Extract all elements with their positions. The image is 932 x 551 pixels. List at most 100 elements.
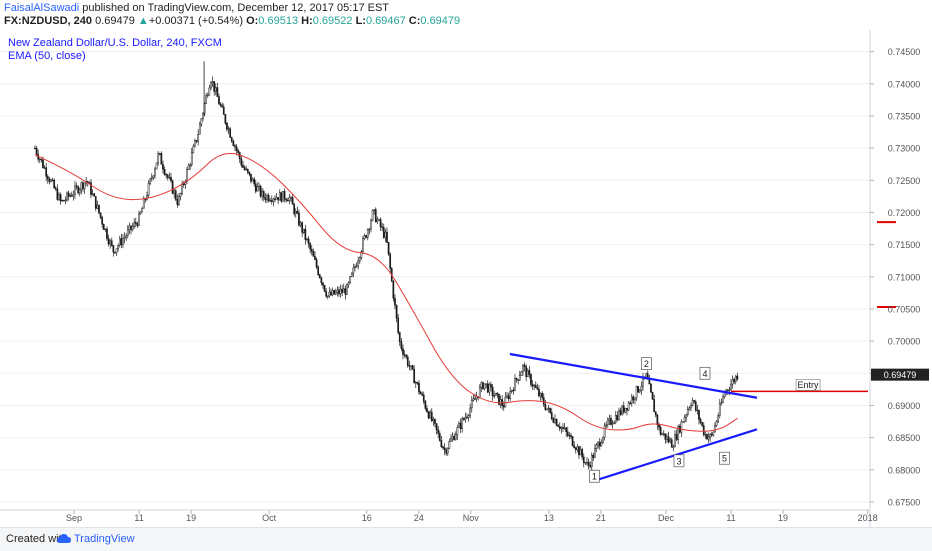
last-price-tag: [871, 368, 929, 381]
candle-body: [507, 395, 510, 399]
candle-body: [611, 423, 614, 425]
candle-body: [661, 433, 664, 436]
candle-body: [331, 290, 334, 296]
candle-body: [96, 204, 99, 209]
candle-body: [173, 190, 176, 194]
candle-body: [720, 402, 723, 405]
candle-body: [82, 182, 84, 190]
candle-body: [149, 178, 152, 184]
y-tick-label: 0.70500: [888, 304, 921, 314]
candle-body: [269, 200, 272, 202]
candle-body: [248, 171, 251, 175]
candle-body: [650, 383, 652, 393]
candle-body: [192, 145, 195, 154]
candle-body: [382, 227, 385, 238]
candle-body: [222, 106, 225, 115]
author-link[interactable]: FaisalAlSawadi: [4, 2, 80, 14]
candle-body: [306, 238, 308, 241]
candle-body: [48, 178, 51, 182]
candle-body: [56, 188, 59, 200]
x-tick-label: 11: [134, 513, 143, 523]
wave-label-box: [641, 357, 652, 371]
candle-body: [38, 158, 41, 161]
candle-body: [176, 199, 179, 205]
candle-body: [374, 209, 377, 223]
candle-body: [467, 415, 470, 418]
candle-body: [355, 265, 358, 268]
time-axis[interactable]: Sep 11 19 Oct 16 24 Nov 13 21 Dec 11 19 2018: [66, 510, 878, 523]
candle-body: [504, 396, 507, 408]
x-tick-label: Sep: [66, 513, 82, 523]
candle-body: [163, 169, 166, 175]
price-axis[interactable]: 0.74500 0.74000 0.73500 0.73000 0.72500 0.720…: [870, 47, 929, 507]
candle-body: [338, 289, 340, 295]
candle-body: [202, 113, 204, 120]
candle-body: [168, 177, 171, 179]
candle-body: [459, 422, 462, 429]
candle-body: [670, 439, 673, 448]
candle-body: [397, 317, 400, 333]
candle-body: [627, 402, 630, 411]
candle-body: [58, 194, 60, 200]
candle-body: [502, 405, 505, 408]
candle-body: [632, 396, 635, 401]
candle-body: [530, 374, 532, 385]
candle-body: [586, 461, 588, 464]
candle-body: [256, 186, 259, 192]
candle-body: [496, 392, 499, 395]
candle-body: [109, 240, 112, 245]
candle-body: [723, 392, 726, 398]
candle-body: [245, 168, 248, 171]
candle-body: [34, 147, 36, 150]
tradingview-brand-link[interactable]: TradingView: [74, 533, 135, 545]
candle-body: [736, 375, 739, 380]
candle-body: [568, 434, 571, 437]
candle-body: [336, 289, 339, 293]
candle-body: [555, 418, 558, 426]
candle-body: [381, 226, 384, 228]
candle-body: [147, 183, 150, 196]
candle-body: [472, 398, 475, 401]
candle-body: [234, 145, 236, 148]
candle-body: [509, 391, 512, 399]
candle-body: [698, 410, 700, 420]
candle-body: [398, 332, 401, 342]
candle-body: [75, 185, 78, 188]
candle-body: [421, 393, 424, 396]
y-tick-label: 0.71500: [888, 240, 921, 250]
candle-body: [546, 408, 548, 410]
candle-body: [570, 434, 572, 437]
candle-body: [200, 118, 203, 125]
close-value: 0.69479: [420, 15, 461, 27]
candle-body: [514, 378, 516, 391]
created-with-text: Created with: [6, 533, 68, 545]
y-tick-label: 0.68000: [888, 465, 921, 475]
candle-body: [462, 418, 465, 420]
candle-body: [685, 414, 688, 418]
candle-body: [91, 193, 94, 195]
candle-body: [171, 180, 174, 194]
candle-body: [232, 140, 235, 146]
candle-body: [691, 400, 694, 406]
candle-body: [576, 446, 579, 450]
candle-body: [368, 228, 371, 231]
candle-body: [309, 243, 312, 250]
y-tick-label: 0.69000: [888, 401, 921, 411]
wave-label-box: [589, 469, 600, 483]
y-tick-label: 0.68500: [888, 433, 921, 443]
candle-body: [450, 438, 452, 442]
candle-body: [66, 192, 68, 201]
close-label: C:: [408, 15, 421, 27]
candle-body: [734, 375, 737, 382]
candle-body: [94, 196, 97, 209]
candle-body: [50, 179, 52, 182]
candle-body: [598, 441, 601, 447]
grid: [0, 51, 870, 503]
open-value: 0.69513: [258, 15, 299, 27]
candle-body: [339, 289, 342, 295]
candle-body: [557, 425, 560, 427]
candle-body: [645, 373, 648, 378]
candle-body: [554, 418, 556, 423]
candle-body: [179, 193, 182, 197]
